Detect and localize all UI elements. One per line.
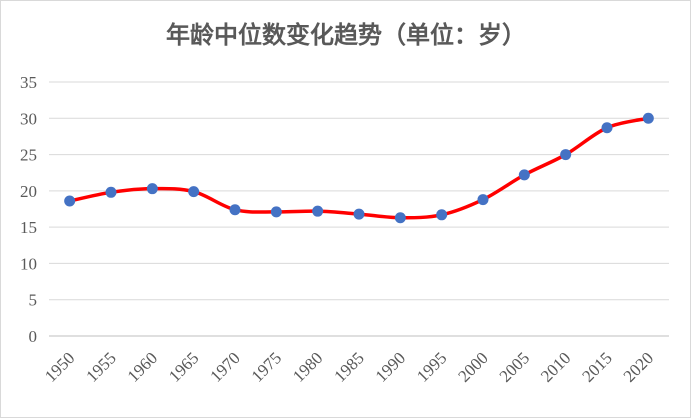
data-point-1990: [394, 212, 406, 224]
data-point-2005: [518, 169, 530, 181]
x-tick-label: 1990: [372, 348, 409, 385]
y-axis-ticks: 0 5 10 15 20 25 30 35: [20, 73, 37, 346]
y-tick-label: 10: [20, 254, 37, 273]
x-tick-label: 1965: [165, 348, 202, 385]
x-tick-label: 1995: [413, 348, 450, 385]
x-tick-label: 2000: [454, 348, 491, 385]
y-tick-label: 30: [20, 109, 37, 128]
data-point-1965: [188, 186, 200, 198]
y-tick-label: 5: [29, 291, 38, 310]
x-tick-label: 1985: [330, 348, 367, 385]
data-point-1995: [436, 209, 448, 221]
y-tick-label: 25: [20, 146, 37, 165]
x-axis-ticks: 1950 1955 1960 1965 1970 1975 1980 1985 1990 1995…: [41, 348, 657, 385]
series-layer: [64, 112, 654, 224]
data-point-1955: [105, 186, 117, 198]
data-point-1950: [64, 195, 76, 207]
data-point-1975: [270, 206, 282, 218]
x-tick-label: 1980: [289, 348, 326, 385]
x-tick-label: 2005: [496, 348, 533, 385]
data-point-1980: [312, 205, 324, 217]
x-tick-label: 1970: [206, 348, 243, 385]
data-point-2020: [642, 112, 654, 124]
y-tick-label: 15: [20, 218, 37, 237]
x-tick-label: 1955: [82, 348, 119, 385]
x-tick-label: 1950: [41, 348, 78, 385]
chart-title: 年龄中位数变化趋势（单位：岁）: [166, 21, 526, 49]
y-tick-label: 20: [20, 182, 37, 201]
data-point-2015: [601, 122, 613, 134]
y-tick-label: 0: [29, 327, 38, 346]
data-point-1960: [146, 183, 158, 195]
x-tick-label: 2015: [578, 348, 615, 385]
x-tick-label: 1975: [248, 348, 285, 385]
y-tick-label: 35: [20, 73, 37, 92]
x-tick-label: 2010: [537, 348, 574, 385]
data-point-1970: [229, 204, 241, 216]
data-point-2000: [477, 194, 489, 206]
x-tick-label: 2020: [620, 348, 657, 385]
x-tick-label: 1960: [124, 348, 161, 385]
data-point-2010: [560, 149, 572, 161]
data-point-1985: [353, 208, 365, 220]
series-line: [67, 116, 651, 220]
